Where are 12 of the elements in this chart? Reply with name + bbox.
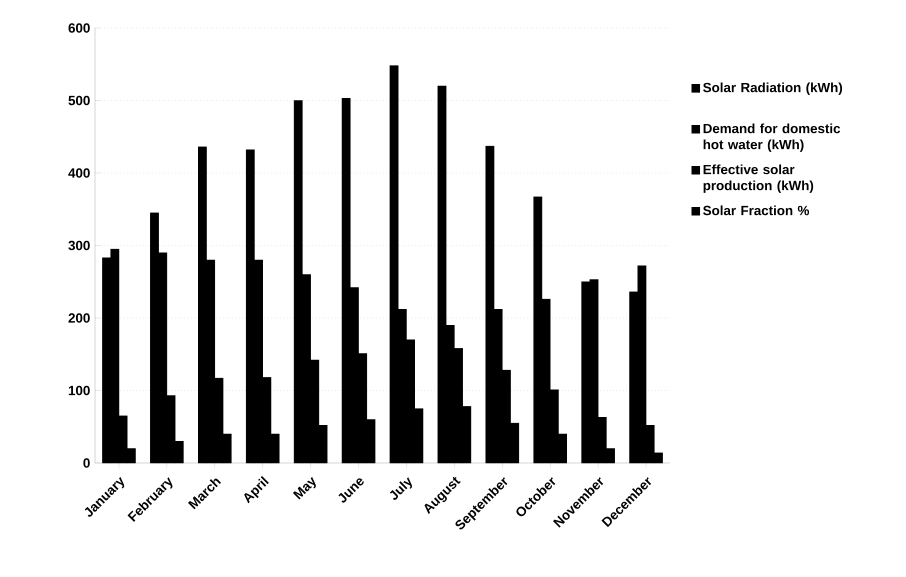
y-tick-label: 400 bbox=[68, 168, 90, 178]
y-tick-label: 600 bbox=[68, 23, 90, 33]
y-tick-label: 100 bbox=[68, 386, 90, 396]
x-tick-label: May bbox=[292, 476, 316, 500]
y-tick-label: 0 bbox=[83, 458, 90, 468]
legend-label: Solar Fraction % bbox=[703, 205, 810, 216]
y-tick-label: 200 bbox=[68, 313, 90, 323]
legend-label: Demand for domestic hot water (kWh) bbox=[704, 123, 840, 152]
y-tick-label: 500 bbox=[68, 96, 90, 106]
y-tick-label: 300 bbox=[68, 240, 90, 250]
legend-label: Solar Radiation (kWh) bbox=[703, 82, 842, 95]
legend-label: Effective solar production (kWh) bbox=[704, 164, 814, 193]
